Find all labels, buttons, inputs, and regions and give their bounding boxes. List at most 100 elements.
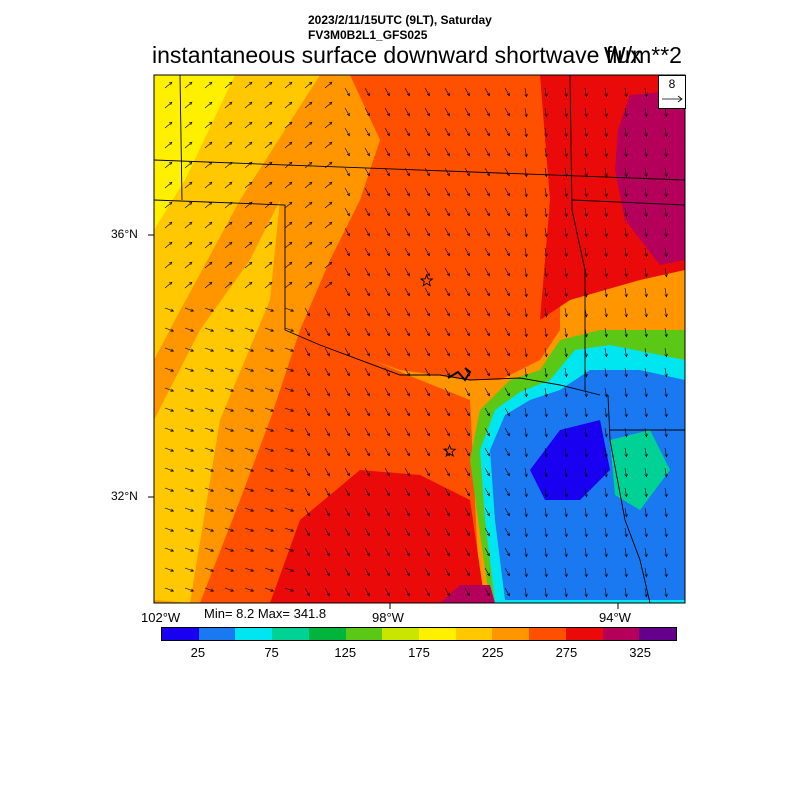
wind-arrow — [464, 127, 470, 136]
wind-arrow-head — [210, 368, 215, 372]
wind-arrow — [644, 487, 647, 497]
wind-arrow — [384, 247, 390, 256]
wind-arrow — [604, 587, 607, 597]
wind-arrow — [544, 247, 547, 257]
wind-arrow — [344, 427, 350, 436]
wind-arrow — [444, 107, 450, 116]
wind-arrow — [644, 447, 647, 457]
wind-arrow — [344, 547, 350, 556]
wind-arrow-head — [386, 212, 390, 217]
wind-arrow-head — [386, 352, 390, 357]
wind-arrow-head — [366, 312, 370, 317]
wind-arrow — [524, 327, 527, 337]
wind-arrow-head — [426, 592, 430, 597]
wind-arrow-head — [604, 113, 608, 118]
wind-arrow-head — [486, 172, 490, 177]
wind-arrow — [444, 587, 450, 596]
wind-arrow-head — [188, 181, 193, 186]
wind-arrow — [484, 187, 490, 196]
wind-arrow-head — [406, 252, 410, 257]
wind-arrow-head — [524, 553, 528, 558]
wind-arrow-head — [524, 393, 528, 398]
wind-arrow-head — [604, 93, 608, 98]
wind-arrow-head — [644, 313, 648, 318]
wind-arrow — [524, 227, 527, 237]
wind-arrow-head — [228, 261, 233, 266]
wind-arrow-head — [406, 92, 410, 97]
wind-arrow-head — [406, 532, 410, 537]
wind-arrow-head — [386, 332, 390, 337]
wind-arrow — [644, 547, 647, 557]
wind-arrow — [164, 221, 173, 229]
wind-arrow-head — [228, 141, 233, 146]
wind-arrow-head — [168, 261, 173, 266]
wind-arrow — [404, 147, 410, 156]
wind-arrow-head — [326, 472, 330, 477]
wind-arrow — [524, 447, 527, 457]
wind-arrow — [164, 201, 173, 209]
wind-arrow — [624, 287, 627, 297]
wind-arrow-head — [290, 368, 295, 372]
wind-arrow-head — [624, 413, 628, 418]
wind-arrow-head — [328, 281, 333, 286]
wind-arrow-head — [644, 113, 648, 118]
wind-arrow — [184, 261, 193, 269]
wind-arrow-head — [210, 588, 215, 592]
wind-arrow — [424, 547, 430, 556]
wind-arrow — [404, 107, 410, 116]
wind-arrow — [244, 447, 254, 452]
wind-arrow — [584, 207, 587, 217]
wind-arrow — [604, 387, 607, 397]
wind-arrow-head — [564, 393, 568, 398]
wind-arrow-head — [524, 433, 528, 438]
wind-arrow-head — [486, 192, 490, 197]
wind-arrow — [264, 101, 273, 109]
wind-arrow-head — [248, 101, 253, 106]
wind-arrow-head — [406, 492, 410, 497]
wind-arrow — [624, 127, 627, 137]
wind-arrow — [524, 527, 527, 537]
wind-arrow — [644, 187, 647, 197]
wind-arrow-head — [270, 368, 275, 372]
wind-arrow — [284, 487, 294, 492]
wind-arrow — [264, 527, 274, 532]
wind-arrow-head — [564, 513, 568, 518]
wind-arrow — [304, 141, 313, 149]
wind-arrow-head — [170, 388, 175, 392]
lat-label-36n: 36°N — [111, 227, 138, 241]
wind-arrow — [284, 221, 293, 229]
wind-arrow — [364, 387, 370, 396]
wind-arrow — [384, 307, 390, 316]
wind-arrow — [384, 387, 390, 396]
wind-arrow-head — [270, 508, 275, 512]
wind-arrow-head — [584, 393, 588, 398]
wind-arrow — [524, 567, 527, 577]
wind-arrow — [484, 327, 490, 336]
wind-arrow — [664, 127, 667, 137]
wind-arrow-head — [346, 392, 350, 397]
wind-arrow — [224, 141, 233, 149]
wind-arrow-head — [564, 113, 568, 118]
wind-arrow — [184, 347, 194, 352]
wind-arrow-head — [208, 101, 213, 106]
wind-arrow-head — [290, 308, 295, 312]
wind-arrow-head — [446, 212, 450, 217]
wind-arrow — [244, 241, 253, 249]
wind-arrow-head — [664, 433, 668, 438]
wind-arrow-head — [584, 533, 588, 538]
wind-arrow — [164, 81, 173, 89]
wind-arrow-head — [346, 272, 350, 277]
wind-arrow — [664, 287, 667, 297]
wind-arrow — [644, 467, 647, 477]
wind-arrow-head — [308, 181, 313, 186]
wind-arrow-head — [230, 348, 235, 352]
wind-arrow-head — [288, 121, 293, 126]
wind-arrow-head — [506, 252, 510, 257]
wind-arrow-head — [386, 192, 390, 197]
wind-arrow — [544, 567, 547, 577]
wind-arrow — [184, 527, 194, 532]
wind-arrow — [364, 167, 370, 176]
wind-arrow — [264, 121, 273, 129]
wind-arrow — [384, 347, 390, 356]
wind-arrow — [184, 367, 194, 372]
